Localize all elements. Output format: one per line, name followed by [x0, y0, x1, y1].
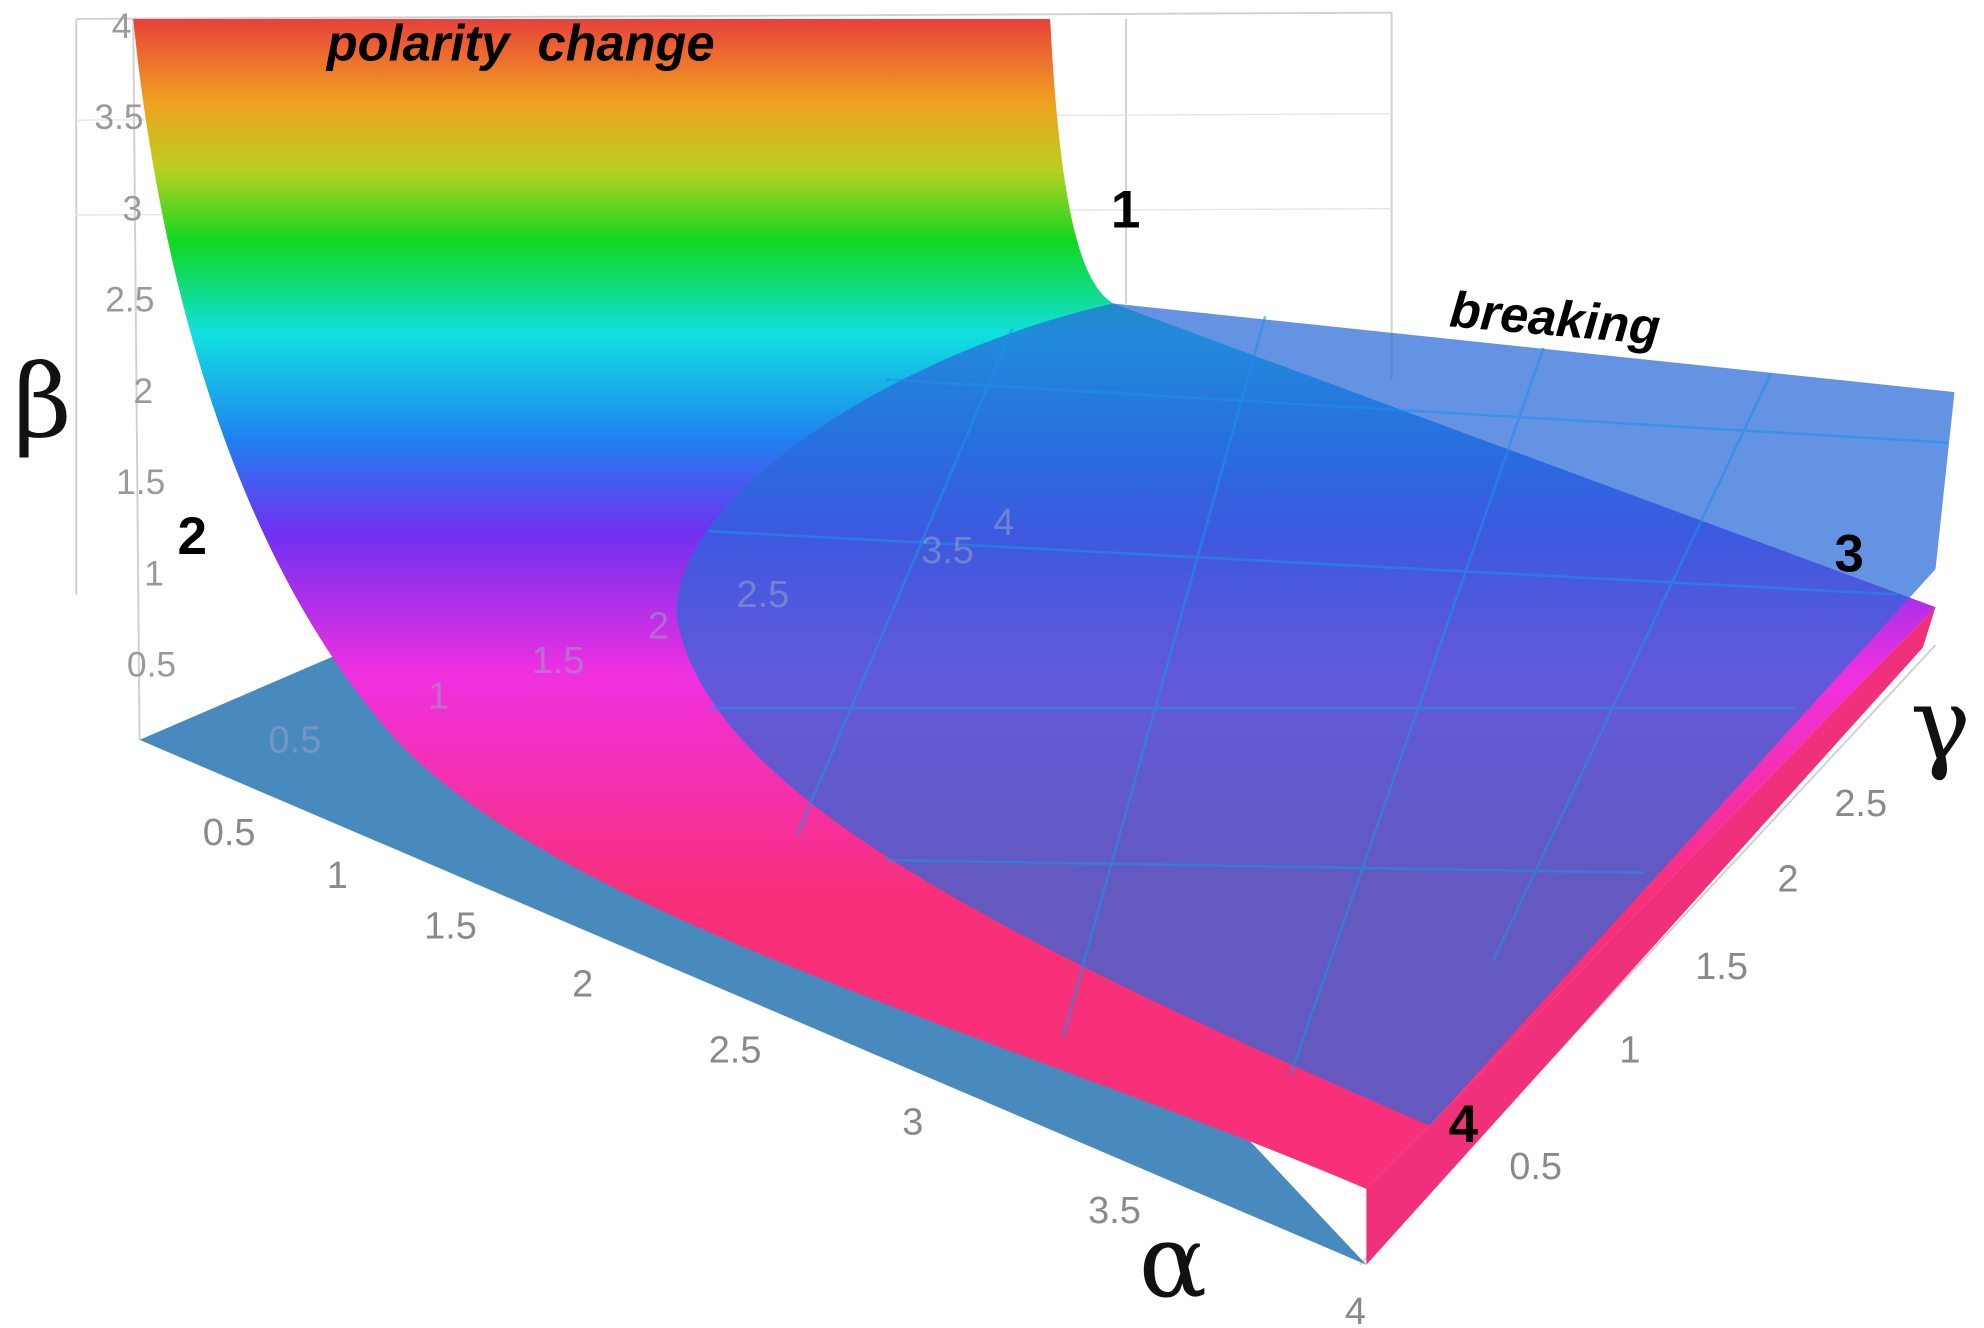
alpha-tick-label: 2	[572, 964, 593, 1006]
point-3-label: 3	[1834, 525, 1864, 584]
beta-tick-label: 3.5	[94, 97, 143, 137]
alpha-tick-label: 3.5	[1088, 1190, 1141, 1232]
back-gamma-tick-label: 1	[428, 675, 449, 717]
back-gamma-tick-label: 4	[993, 502, 1014, 544]
beta-tick-label: 2	[133, 371, 153, 411]
beta-tick-label: 4	[112, 6, 132, 46]
back-gamma-tick-label: 3.5	[921, 530, 974, 572]
gamma-tick-label: 2	[1777, 859, 1798, 901]
gamma-tick-label: 1.5	[1695, 946, 1748, 988]
alpha-tick-label: 4	[1345, 1291, 1366, 1328]
pink-surface-edge	[1366, 607, 1936, 1265]
gamma-tick-label: 1	[1619, 1029, 1640, 1071]
beta-tick-label: 0.5	[127, 645, 176, 685]
beta-axis-label: β	[13, 342, 72, 460]
gamma-axis-label: γ	[1910, 665, 1970, 783]
alpha-tick-label: 2.5	[709, 1029, 762, 1071]
back-gamma-tick-label: 2.5	[737, 574, 790, 616]
beta-tick-label: 3	[123, 188, 143, 228]
back-gamma-tick-label: 2	[648, 606, 669, 648]
alpha-tick-label: 1	[327, 855, 348, 897]
beta-tick-label: 2.5	[105, 280, 154, 320]
back-gamma-tick-label: 0.5	[269, 720, 322, 762]
gamma-tick-label: 0.5	[1509, 1146, 1562, 1188]
gamma-tick-label: 2.5	[1834, 783, 1887, 825]
back-gamma-tick-label: 1.5	[532, 640, 585, 682]
alpha-tick-label: 0.5	[203, 812, 256, 854]
alpha-tick-label: 3	[902, 1101, 923, 1143]
point-4-label: 4	[1449, 1095, 1479, 1154]
point-2-label: 2	[177, 507, 207, 566]
alpha-tick-label: 1.5	[424, 905, 477, 947]
polarity-change-label: polarity change	[325, 15, 715, 72]
beta-tick-label: 1.5	[116, 462, 165, 502]
point-1-label: 1	[1111, 181, 1141, 240]
beta-tick-label: 1	[144, 553, 164, 593]
alpha-axis-label: α	[1139, 1202, 1207, 1320]
breaking-surface	[676, 303, 1955, 1126]
breaking-grid	[708, 315, 1949, 1076]
